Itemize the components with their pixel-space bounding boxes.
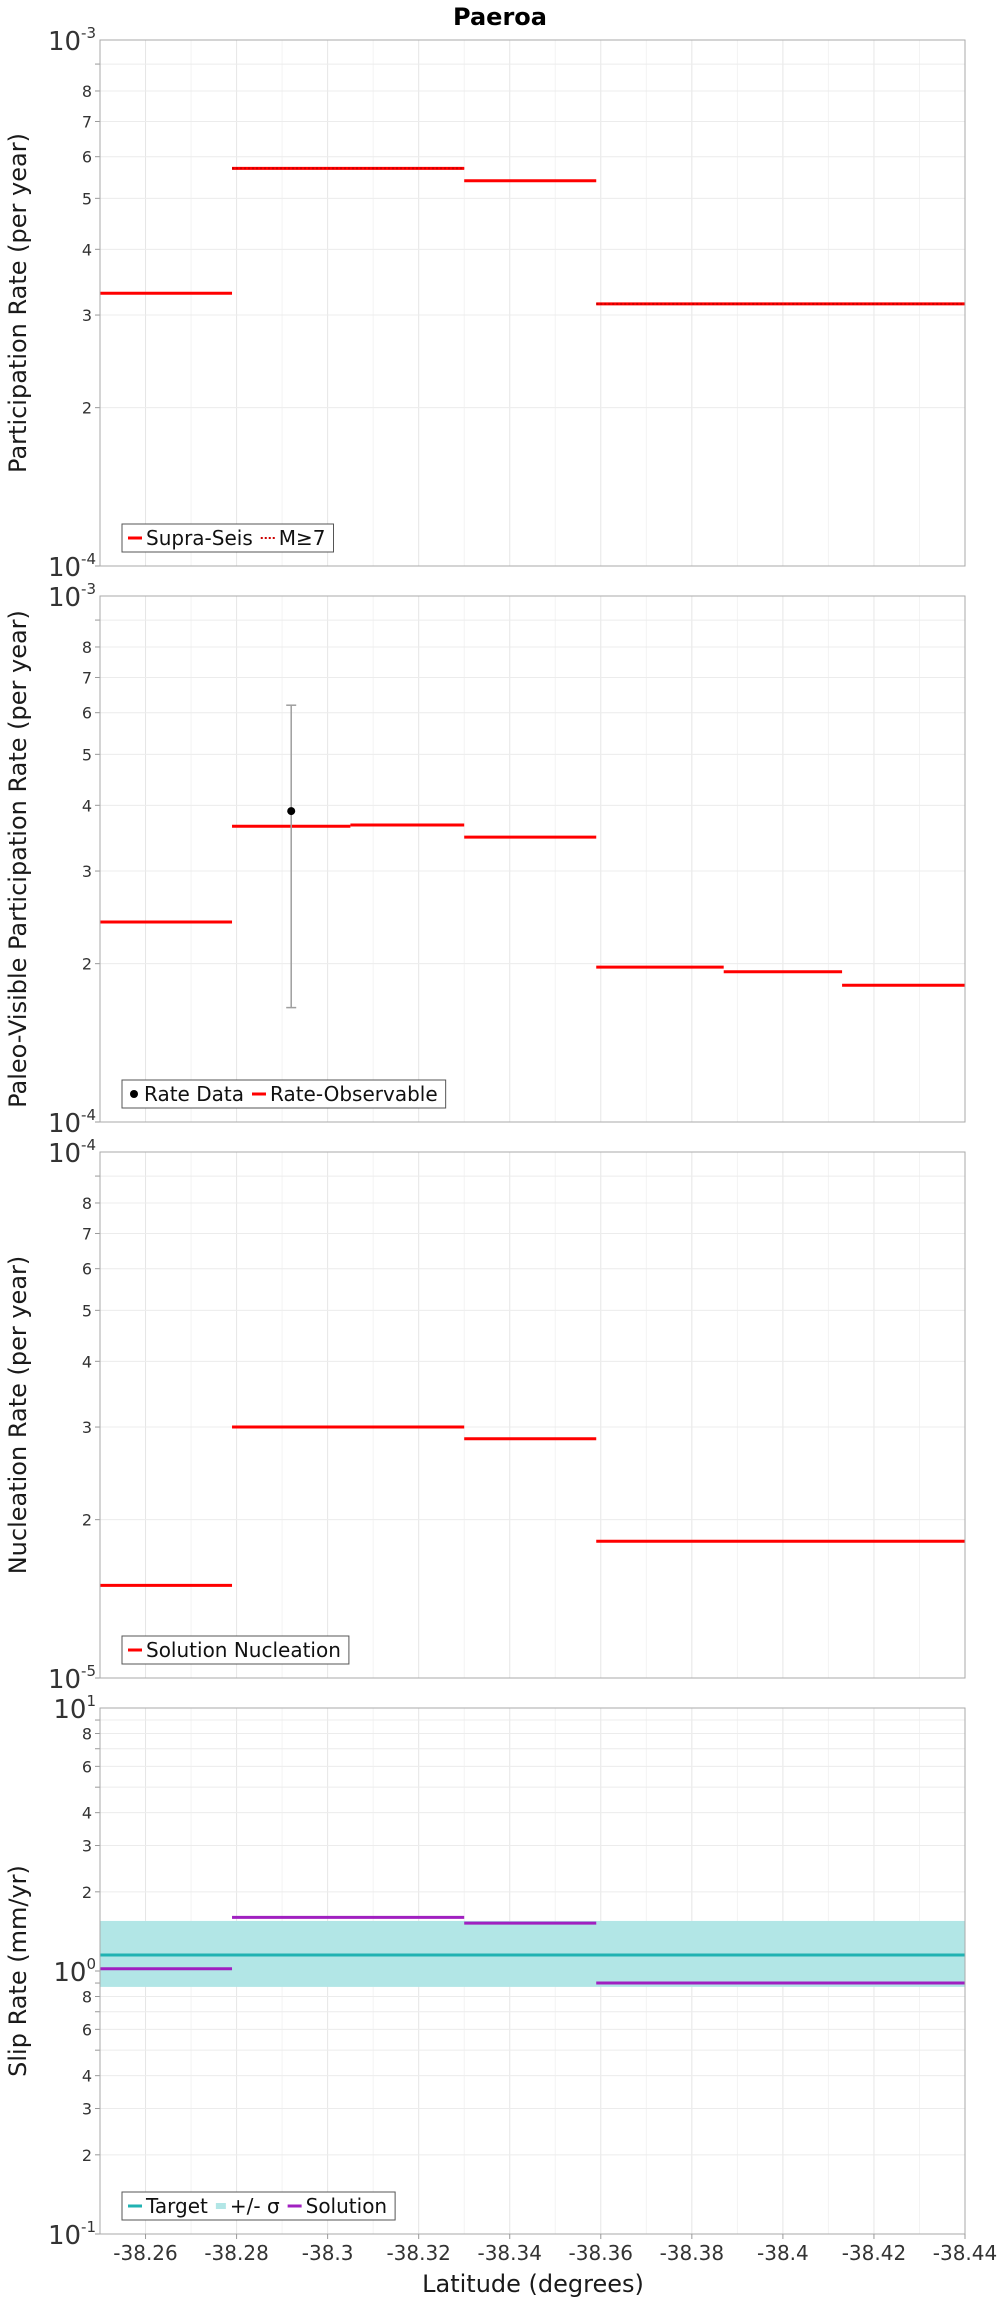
y-tick-label: 4: [82, 240, 92, 259]
plot-frame: [99, 1707, 966, 2235]
y-decade-label: 10-3: [48, 580, 96, 613]
y-tick-label: 4: [82, 1804, 92, 1823]
x-tick-label: -38.42: [842, 2241, 906, 2265]
y-tick-label: 2: [82, 399, 92, 418]
y-tick-label: 8: [82, 82, 92, 101]
y-tick-label: 3: [82, 1418, 92, 1437]
legend: Supra-Seis M≥7: [121, 523, 334, 553]
y-tick-label: 5: [82, 745, 92, 764]
legend-label: Rate-Observable: [270, 1082, 438, 1106]
x-tick-label: -38.44: [933, 2241, 997, 2265]
legend: Rate Data Rate-Observable: [121, 1079, 447, 1109]
x-tick-label: -38.28: [204, 2241, 268, 2265]
legend-label: Supra-Seis: [146, 526, 253, 550]
x-tick-label: -38.26: [113, 2241, 177, 2265]
y-axis-label: Participation Rate (per year): [4, 133, 32, 473]
y-tick-label: 3: [82, 2100, 92, 2119]
y-decade-label: 10-1: [48, 2218, 96, 2251]
y-tick-label: 3: [82, 862, 92, 881]
legend-box: [121, 2191, 396, 2221]
panel-3: 2 3 4 5 6 7 8 10-5 10-4 Nucleation Rate (per year…: [4, 1136, 966, 1695]
y-tick-label: 6: [82, 148, 92, 167]
rate-data-point: [287, 807, 296, 816]
y-tick-label: 4: [82, 2067, 92, 2086]
y-tick-label: 3: [82, 1837, 92, 1856]
y-axis-label: Slip Rate (mm/yr): [4, 1865, 32, 2077]
y-tick-label: 6: [82, 1757, 92, 1776]
legend-box: [121, 1635, 350, 1665]
legend-box: [121, 523, 334, 553]
panel-1: 2 3 4 5 6 7 8 10-4 10-3 Participation Rate (per y…: [4, 24, 966, 583]
y-tick-label: 7: [82, 1224, 92, 1243]
plot-area: [100, 596, 965, 1122]
plot-frame: [99, 39, 966, 567]
x-tick-label: -38.3: [302, 2241, 354, 2265]
x-tick-label: -38.38: [660, 2241, 724, 2265]
legend-label: Rate Data: [144, 1082, 244, 1106]
y-decade-label: 10-5: [48, 1662, 96, 1695]
x-tick-label: -38.36: [569, 2241, 633, 2265]
x-tick-label: -38.34: [477, 2241, 541, 2265]
panel-2: 2 3 4 5 6 7 8 10-4 10-3 Paleo-Visible Participati…: [4, 580, 966, 1139]
y-decade-label: 10-3: [48, 24, 96, 57]
legend-box: [121, 1079, 447, 1109]
y-tick-label: 7: [82, 668, 92, 687]
legend-marker-band: [215, 2203, 226, 2209]
x-axis-label: Latitude (degrees): [422, 2270, 644, 2298]
y-tick-label: 2: [82, 1883, 92, 1902]
plot-frame: [99, 1151, 966, 1679]
y-axis-label: Nucleation Rate (per year): [4, 1256, 32, 1575]
y-tick-label: 8: [82, 1724, 92, 1743]
legend: Solution Nucleation: [121, 1635, 350, 1665]
y-decade-label: 100: [53, 1955, 96, 1988]
y-tick-label: 5: [82, 1301, 92, 1320]
legend-label: M≥7: [279, 526, 326, 550]
y-tick-label: 2: [82, 2146, 92, 2165]
y-tick-label: 2: [82, 955, 92, 974]
y-tick-label: 6: [82, 704, 92, 723]
y-tick-label: 3: [82, 306, 92, 325]
legend: Target +/- σ Solution: [121, 2191, 396, 2221]
y-decade-label: 10-4: [48, 1136, 96, 1169]
y-tick-label: 8: [82, 638, 92, 657]
y-tick-label: 6: [82, 2020, 92, 2039]
y-tick-label: 2: [82, 1511, 92, 1530]
y-tick-label: 8: [82, 1987, 92, 2006]
y-decade-label: 10-4: [48, 1106, 96, 1139]
y-tick-label: 6: [82, 1260, 92, 1279]
y-tick-label: 5: [82, 189, 92, 208]
y-decade-label: 101: [53, 1692, 96, 1725]
y-decade-label: 10-4: [48, 550, 96, 583]
legend-label: Target: [145, 2194, 208, 2218]
y-tick-label: 8: [82, 1194, 92, 1213]
plot-area: [100, 1152, 965, 1678]
legend-marker-dot: [130, 1090, 138, 1098]
x-tick-label: -38.4: [757, 2241, 809, 2265]
y-tick-label: 7: [82, 112, 92, 131]
y-tick-label: 4: [82, 1352, 92, 1371]
legend-label: Solution Nucleation: [146, 1638, 341, 1662]
chart-title: Paeroa: [453, 3, 547, 31]
y-axis-label: Paleo-Visible Participation Rate (per ye…: [4, 610, 32, 1108]
x-tick-label: -38.32: [386, 2241, 450, 2265]
y-tick-label: 4: [82, 796, 92, 815]
legend-label: +/- σ: [230, 2194, 280, 2218]
plot-frame: [99, 595, 966, 1123]
panel-4: 2 3 4 6 8 2 3 4 6 8 10-1 100 101 Slip Rate (mm/yr) Tar…: [4, 1692, 966, 2251]
legend-label: Solution: [306, 2194, 387, 2218]
